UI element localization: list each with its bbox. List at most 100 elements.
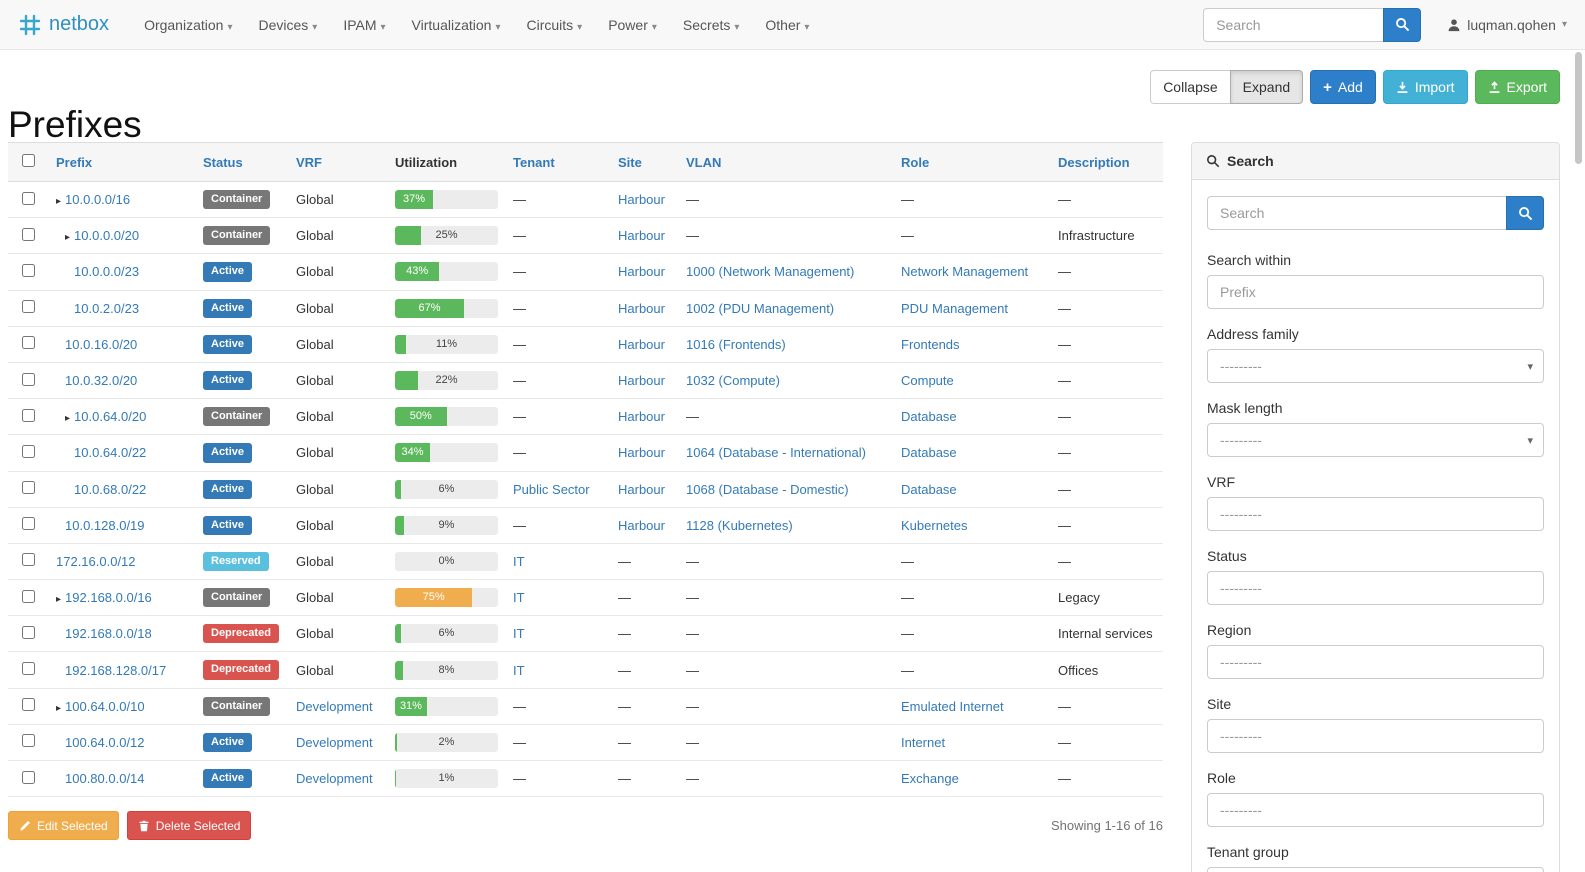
filter-select-address-family[interactable]: --------- ▾ [1207,349,1544,383]
row-checkbox[interactable] [22,227,35,241]
prefix-link[interactable]: 100.80.0.0/14 [65,771,145,787]
row-checkbox[interactable] [22,589,35,603]
tenant-link[interactable]: IT [513,553,525,569]
row-checkbox[interactable] [22,553,35,567]
navbar-search-input[interactable] [1203,7,1384,42]
row-checkbox[interactable] [22,517,35,531]
column-header-role[interactable]: Role [893,142,1050,182]
vlan-link[interactable]: 1002 (PDU Management) [686,300,835,316]
role-link[interactable]: PDU Management [901,300,1008,316]
tenant-link[interactable]: IT [513,662,525,678]
site-link[interactable]: Harbour [618,192,665,208]
netbox-logo[interactable]: netbox [18,13,109,37]
nav-menu-power[interactable]: Power ▾ [608,16,657,33]
expand-arrow-icon[interactable]: ▸ [65,232,71,244]
prefix-link[interactable]: 10.0.2.0/23 [74,300,140,316]
site-link[interactable]: Harbour [618,517,665,533]
site-link[interactable]: Harbour [618,481,665,497]
vlan-link[interactable]: 1064 (Database - International) [686,445,866,461]
column-header-prefix[interactable]: Prefix [48,142,195,182]
vrf-link[interactable]: Development [296,734,373,750]
site-link[interactable]: Harbour [618,336,665,352]
row-checkbox[interactable] [22,336,35,350]
role-link[interactable]: Compute [901,373,954,389]
role-link[interactable]: Database [901,445,957,461]
expand-arrow-icon[interactable]: ▸ [56,196,62,208]
site-link[interactable]: Harbour [618,373,665,389]
column-header-status[interactable]: Status [195,142,288,182]
role-link[interactable]: Frontends [901,336,960,352]
prefix-link[interactable]: 10.0.0.0/23 [74,264,140,280]
vlan-link[interactable]: 1032 (Compute) [686,373,780,389]
filter-search-button[interactable] [1506,196,1544,230]
prefix-link[interactable]: 192.168.0.0/16 [65,590,152,606]
site-link[interactable]: Harbour [618,409,665,425]
prefix-link[interactable]: 10.0.0.0/20 [74,228,140,244]
site-link[interactable]: Harbour [618,228,665,244]
tenant-link[interactable]: IT [513,590,525,606]
row-checkbox[interactable] [22,662,35,676]
column-header-description[interactable]: Description [1050,142,1163,182]
prefix-link[interactable]: 10.0.64.0/22 [74,445,147,461]
role-link[interactable]: Database [901,409,957,425]
row-checkbox[interactable] [22,444,35,458]
row-checkbox[interactable] [22,698,35,712]
row-checkbox[interactable] [22,408,35,422]
site-link[interactable]: Harbour [618,264,665,280]
row-checkbox[interactable] [22,372,35,386]
row-checkbox[interactable] [22,770,35,784]
column-header-tenant[interactable]: Tenant [505,142,610,182]
nav-menu-devices[interactable]: Devices ▾ [258,16,318,33]
prefix-link[interactable]: 192.168.128.0/17 [65,662,167,678]
collapse-button[interactable]: Collapse [1150,70,1231,104]
prefix-link[interactable]: 10.0.0.0/16 [65,192,131,208]
filter-box-vrf[interactable]: --------- [1207,497,1544,531]
prefix-link[interactable]: 10.0.16.0/20 [65,336,138,352]
filter-select-mask-length[interactable]: --------- ▾ [1207,423,1544,457]
vlan-link[interactable]: 1016 (Frontends) [686,336,786,352]
expand-button[interactable]: Expand [1229,70,1304,104]
row-checkbox[interactable] [22,734,35,748]
row-checkbox[interactable] [22,263,35,277]
prefix-link[interactable]: 192.168.0.0/18 [65,626,152,642]
role-link[interactable]: Internet [901,734,946,750]
filter-input-search-within[interactable] [1207,275,1544,309]
prefix-link[interactable]: 10.0.128.0/19 [65,517,145,533]
row-checkbox[interactable] [22,625,35,639]
nav-menu-secrets[interactable]: Secrets ▾ [682,16,740,33]
vlan-link[interactable]: 1068 (Database - Domestic) [686,481,849,497]
role-link[interactable]: Emulated Internet [901,698,1004,714]
nav-menu-circuits[interactable]: Circuits ▾ [526,16,583,33]
import-button[interactable]: Import [1382,70,1468,104]
vlan-link[interactable]: 1000 (Network Management) [686,264,855,280]
column-header-vrf[interactable]: VRF [288,142,387,182]
select-all-checkbox[interactable] [22,154,35,167]
filter-box-site[interactable]: --------- [1207,719,1544,753]
role-link[interactable]: Exchange [901,771,959,787]
tenant-link[interactable]: IT [513,626,525,642]
filter-box-region[interactable]: --------- [1207,645,1544,679]
vrf-link[interactable]: Development [296,771,373,787]
navbar-search-button[interactable] [1383,7,1422,42]
add-button[interactable]: + Add [1310,70,1376,104]
site-link[interactable]: Harbour [618,300,665,316]
filter-box-tenant-group[interactable]: --------- [1207,867,1544,872]
column-header-vlan[interactable]: VLAN [678,142,893,182]
filter-box-status[interactable]: --------- [1207,571,1544,605]
prefix-link[interactable]: 100.64.0.0/12 [65,734,145,750]
prefix-link[interactable]: 100.64.0.0/10 [65,698,145,714]
prefix-link[interactable]: 10.0.64.0/20 [74,409,147,425]
scrollbar-thumb[interactable] [1575,52,1582,164]
nav-menu-other[interactable]: Other ▾ [765,16,810,33]
edit-selected-button[interactable]: Edit Selected [8,811,119,841]
role-link[interactable]: Network Management [901,264,1029,280]
site-link[interactable]: Harbour [618,445,665,461]
vrf-link[interactable]: Development [296,698,373,714]
user-menu[interactable]: luqman.qohen ▾ [1447,17,1567,33]
filter-search-input[interactable] [1207,196,1506,230]
nav-menu-virtualization[interactable]: Virtualization ▾ [411,16,501,33]
nav-menu-ipam[interactable]: IPAM ▾ [343,16,386,33]
expand-arrow-icon[interactable]: ▸ [65,413,71,425]
row-checkbox[interactable] [22,300,35,314]
role-link[interactable]: Kubernetes [901,517,968,533]
